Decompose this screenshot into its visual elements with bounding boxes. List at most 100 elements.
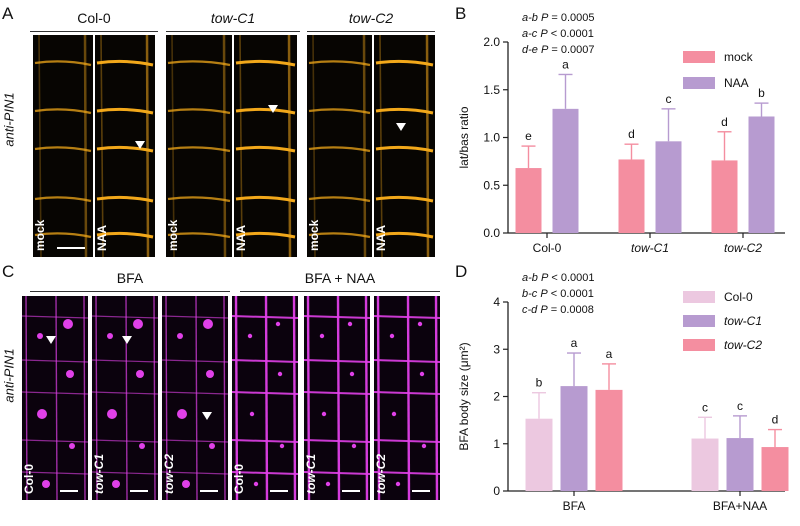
scale-bar (60, 489, 78, 492)
micrograph-c-6: tow-C2 (374, 296, 440, 500)
y-tick-label: 1.0 (483, 131, 500, 145)
significance-letter: c (702, 400, 708, 414)
stats-pair: c-d (522, 304, 538, 316)
panel-c-letter: C (2, 262, 15, 281)
stats-pair: a-c (522, 28, 538, 40)
micrograph-a-5: mock (307, 35, 372, 257)
stats-line: a-b P < 0.0001 (522, 270, 595, 286)
panel-a-row-label: anti-PIN1 (1, 92, 17, 147)
stats-p: P (540, 44, 549, 56)
significance-letter: d (772, 413, 779, 427)
arrowhead-icon (268, 105, 278, 113)
scale-bar (200, 489, 218, 492)
stats-value: 0.0005 (560, 12, 595, 24)
legend-item: mock (683, 50, 753, 64)
micrograph-c-label-6: tow-C2 (374, 454, 388, 494)
y-axis-label: lat/bas ratio (457, 106, 471, 168)
significance-letter: d (721, 115, 728, 129)
significance-letter: b (758, 86, 765, 100)
arrowhead-icon (202, 412, 212, 420)
stats-p: P (540, 288, 548, 300)
significance-letter: a (562, 57, 569, 71)
stats-value: 0.0007 (560, 44, 595, 56)
significance-letter: c (737, 399, 743, 413)
stats-pair: a-b (522, 272, 538, 284)
panel-c-group-bfa: BFA (116, 270, 144, 286)
stats-line: a-b P = 0.0005 (522, 10, 595, 26)
arrowhead-icon (135, 141, 145, 149)
panel-d-letter: D (455, 262, 468, 281)
micrograph-a-2: NAA (95, 35, 155, 257)
y-tick-label: 4 (493, 295, 500, 309)
stats-pair: d-e (522, 44, 538, 56)
panel-a-group-towc2: tow-C2 (348, 10, 394, 26)
bar (726, 438, 754, 491)
micrograph-a-3: mock (166, 35, 232, 257)
stats-op: < (550, 288, 558, 300)
bar (560, 386, 588, 491)
panel-c-group-line-bfa (30, 291, 230, 292)
micrograph-a-1: mock (33, 35, 93, 257)
y-axis-label: BFA body size (μm²) (457, 342, 471, 450)
stats-pair: b-c (522, 288, 538, 300)
arrowhead-icon (122, 336, 132, 344)
bar (761, 447, 789, 491)
stats-value: 0.0008 (560, 304, 594, 316)
micrograph-c-4: Col-0 (232, 296, 298, 500)
legend-swatch (683, 339, 715, 351)
legend-label: Col-0 (724, 290, 753, 304)
chart-b: 0.0 0.5 1.0 1.5 2.0 lat/bas ratio e a Col-0 d c tow… (457, 35, 785, 255)
scale-bar (412, 489, 430, 492)
stats-p: P (540, 304, 548, 316)
legend-swatch (683, 77, 715, 89)
legend-item: NAA (683, 76, 749, 90)
stats-p: P (540, 28, 548, 40)
panel-a-group-line-col0 (30, 31, 158, 32)
bar (655, 141, 682, 233)
bar (711, 160, 738, 233)
panel-a-group-line-towc1 (166, 31, 300, 32)
legend-item: tow-C1 (683, 314, 762, 328)
micrograph-a-label-2: NAA (95, 225, 109, 251)
significance-letter: e (525, 129, 532, 143)
stats-p: P (540, 272, 549, 284)
stats-value: 0.0001 (560, 288, 594, 300)
bar (552, 108, 579, 233)
y-tick-label: 1.5 (483, 83, 500, 97)
significance-letter: d (628, 127, 635, 141)
micrograph-c-2: tow-C1 (92, 296, 158, 500)
stats-p: P (540, 12, 549, 24)
legend-label: NAA (724, 76, 749, 90)
stats-op: = (550, 304, 558, 316)
micrograph-c-label-2: tow-C1 (92, 454, 106, 494)
arrowhead-icon (396, 123, 406, 131)
legend-label: tow-C2 (724, 338, 763, 352)
panel-d-stats: a-b P < 0.0001 b-c P < 0.0001 c-d P = 0.00… (522, 270, 595, 318)
significance-letter: a (606, 347, 613, 361)
bar (515, 168, 542, 233)
y-tick-label: 0.5 (483, 178, 500, 192)
stats-pair: a-b (522, 12, 538, 24)
micrograph-c-1: Col-0 (22, 296, 88, 500)
legend-swatch (683, 315, 715, 327)
x-tick-label: Col-0 (533, 241, 562, 255)
bar (595, 389, 623, 491)
stats-value: 0.0001 (560, 272, 595, 284)
bar (618, 159, 645, 233)
bar (691, 438, 719, 491)
micrograph-a-label-4: NAA (234, 225, 248, 251)
micrograph-c-3: tow-C2 (162, 296, 228, 500)
micrograph-a-4: NAA (234, 35, 297, 257)
x-tick-label: tow-C2 (724, 241, 762, 255)
chart-d: 0 1 2 3 4 BFA body size (μm²) b a a BFA c c d BFA+NAA (457, 295, 789, 513)
stats-op: < (551, 272, 558, 284)
legend-swatch (683, 51, 715, 63)
y-tick-label: 0 (493, 484, 500, 498)
significance-letter: a (571, 336, 578, 350)
x-tick-label: BFA+NAA (713, 499, 767, 513)
scale-bar (130, 489, 148, 492)
micrograph-c-label-3: tow-C2 (162, 454, 176, 494)
micrograph-a-label-6: NAA (374, 225, 388, 251)
stats-op: = (551, 12, 558, 24)
stats-line: b-c P < 0.0001 (522, 286, 595, 302)
